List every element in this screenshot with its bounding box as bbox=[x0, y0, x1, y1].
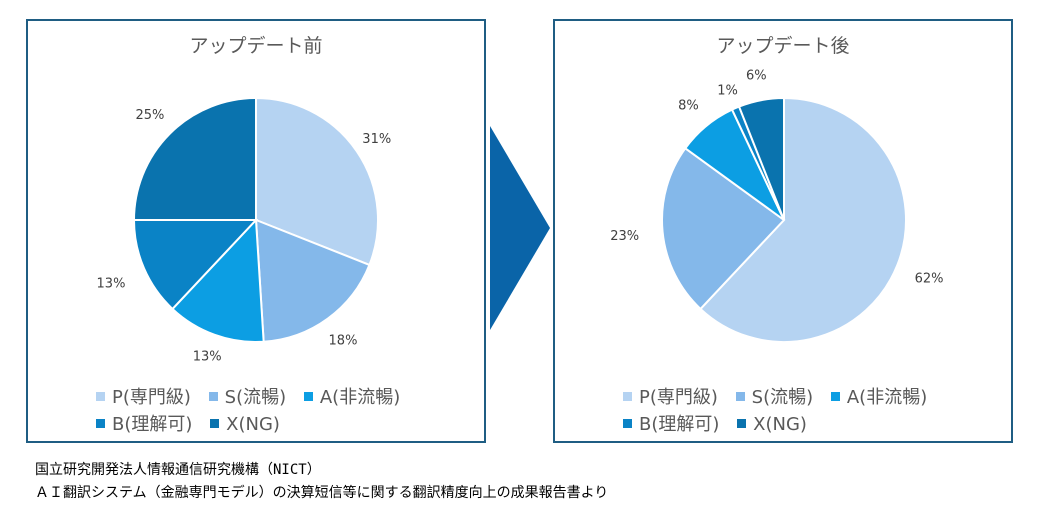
source-note: 国立研究開発法人情報通信研究機構（NICT） ＡＩ翻訳システム（金融専門モデル）… bbox=[35, 459, 608, 505]
data-label: 18% bbox=[329, 334, 358, 349]
legend-item: P(専門級) bbox=[623, 384, 718, 411]
legend-item: B(理解可) bbox=[96, 411, 192, 438]
chart-before: アップデート前 31% 18% 13% 13% 25% P(専門級) S(流暢) A(非… bbox=[26, 19, 486, 443]
legend-item: A(非流暢) bbox=[830, 384, 928, 411]
legend-label: X(NG) bbox=[226, 414, 280, 435]
chart-title: アップデート後 bbox=[716, 35, 850, 57]
pie-slice-p bbox=[699, 96, 907, 343]
data-label: 62% bbox=[915, 271, 944, 286]
legend-label: P(専門級) bbox=[112, 387, 191, 408]
arrow-right-icon bbox=[490, 126, 550, 330]
pie-chart: 62% 23% 8% 1% 6% bbox=[610, 69, 944, 343]
legend-swatch-s bbox=[735, 392, 745, 401]
pie-slice-a bbox=[171, 217, 265, 343]
legend-item: S(流暢) bbox=[735, 384, 814, 411]
pie-slice-p bbox=[255, 96, 379, 267]
pie-slice-x bbox=[737, 96, 785, 221]
legend: P(専門級) S(流暢) A(非流暢) B(理解可) X(NG) bbox=[623, 384, 1003, 438]
legend-swatch-b bbox=[96, 419, 105, 428]
legend-row-1: P(専門級) S(流暢) A(非流暢) bbox=[96, 384, 476, 411]
legend-label: P(専門級) bbox=[639, 387, 718, 408]
pie-slice-s bbox=[661, 146, 786, 311]
data-label: 31% bbox=[362, 132, 391, 147]
chart-after: アップデート後 62% 23% 8% 1% 6% P(専門級) S(流暢) A(非流暢)… bbox=[553, 19, 1013, 443]
legend-row-1: P(専門級) S(流暢) A(非流暢) bbox=[623, 384, 1003, 411]
legend-swatch-b bbox=[623, 419, 632, 428]
data-label: 6% bbox=[746, 69, 767, 84]
legend-label: S(流暢) bbox=[751, 387, 814, 408]
legend-item: X(NG) bbox=[210, 411, 280, 438]
legend-row-2: B(理解可) X(NG) bbox=[96, 411, 476, 438]
legend-swatch-s bbox=[208, 392, 218, 401]
data-label: 25% bbox=[135, 108, 164, 123]
legend-swatch-a bbox=[830, 392, 840, 401]
legend-item: X(NG) bbox=[737, 411, 807, 438]
legend-label: B(理解可) bbox=[112, 414, 193, 435]
legend-label: A(非流暢) bbox=[846, 387, 928, 408]
pie-slice-s bbox=[254, 218, 371, 343]
source-line-2: ＡＩ翻訳システム（金融専門モデル）の決算短信等に関する翻訳精度向上の成果報告書よ… bbox=[35, 485, 609, 501]
data-label: 23% bbox=[610, 229, 639, 244]
data-label: 8% bbox=[678, 98, 699, 113]
chart-title: アップデート前 bbox=[189, 35, 323, 57]
legend-swatch-p bbox=[96, 392, 105, 401]
legend-item: B(理解可) bbox=[623, 411, 719, 438]
source-line-1: 国立研究開発法人情報通信研究機構（NICT） bbox=[35, 462, 321, 478]
legend-item: S(流暢) bbox=[208, 384, 287, 411]
legend-swatch-p bbox=[623, 392, 632, 401]
data-label: 13% bbox=[97, 277, 126, 292]
legend-item: P(専門級) bbox=[96, 384, 191, 411]
legend-label: A(非流暢) bbox=[319, 387, 401, 408]
legend-swatch-x bbox=[737, 419, 747, 428]
data-label: 13% bbox=[193, 349, 222, 364]
data-label: 1% bbox=[717, 84, 738, 99]
legend-row-2: B(理解可) X(NG) bbox=[623, 411, 1003, 438]
arrow-shape bbox=[490, 126, 550, 330]
pie-chart: 31% 18% 13% 13% 25% bbox=[97, 96, 391, 364]
legend-item: A(非流暢) bbox=[303, 384, 401, 411]
legend-label: B(理解可) bbox=[639, 414, 720, 435]
legend-swatch-x bbox=[210, 419, 220, 428]
legend-label: S(流暢) bbox=[224, 387, 287, 408]
pie-slice-x bbox=[132, 96, 257, 221]
pie-slice-b bbox=[132, 219, 259, 311]
legend: P(専門級) S(流暢) A(非流暢) B(理解可) X(NG) bbox=[96, 384, 476, 438]
legend-swatch-a bbox=[303, 392, 313, 401]
legend-label: X(NG) bbox=[753, 414, 807, 435]
